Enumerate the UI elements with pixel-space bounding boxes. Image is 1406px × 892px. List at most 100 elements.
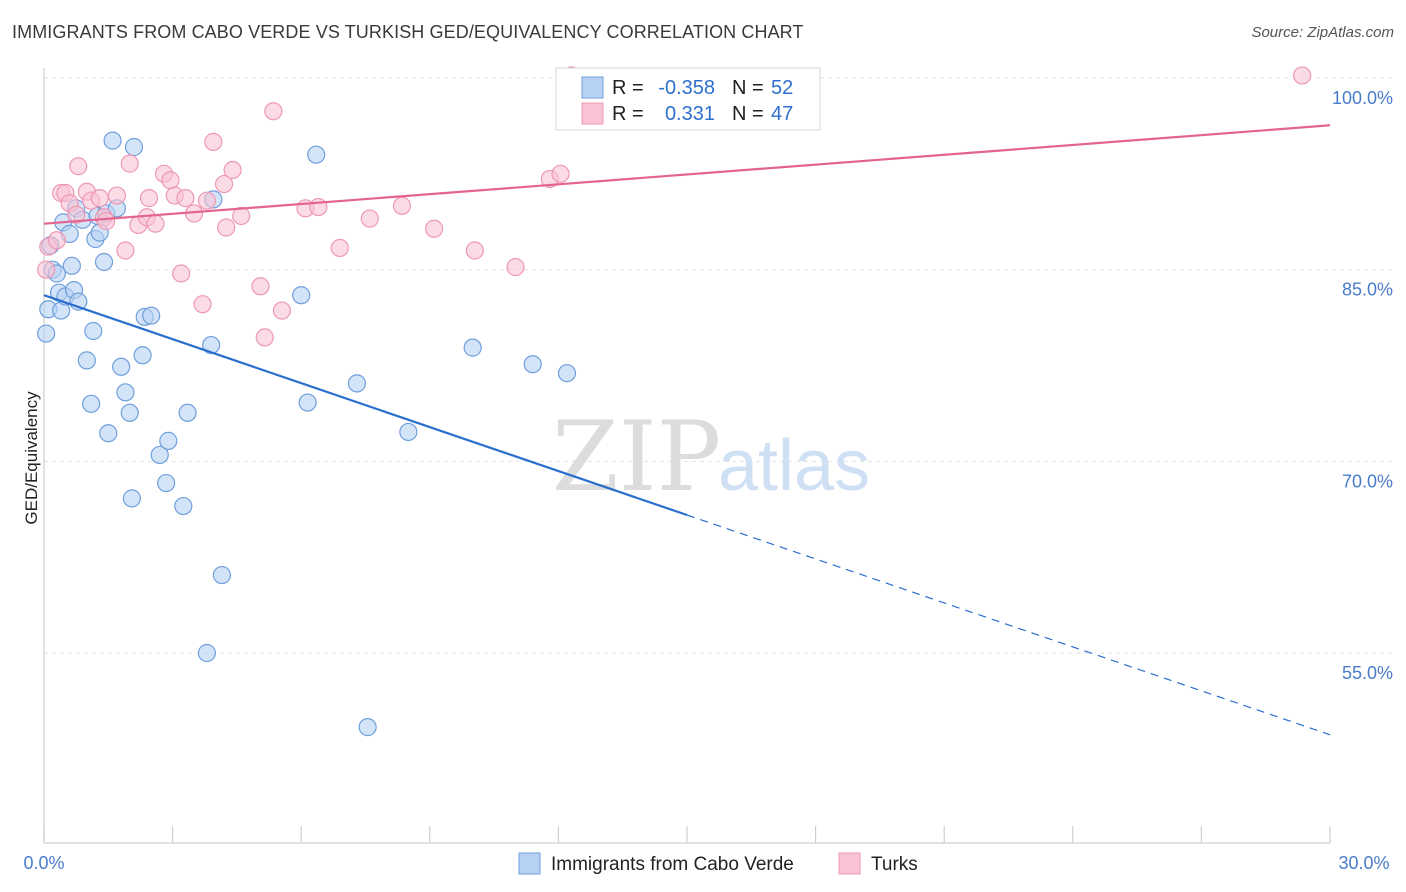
chart-title: IMMIGRANTS FROM CABO VERDE VS TURKISH GE… <box>12 22 804 42</box>
point-cabo-verde <box>358 718 377 737</box>
point-turks <box>217 218 236 237</box>
correlation-legend: R = -0.358 N = 52 R = 0.331 N = 47 <box>555 67 821 131</box>
y-tick-label: 70.0% <box>1342 471 1393 491</box>
point-turks <box>551 164 570 183</box>
point-turks <box>214 174 234 194</box>
legend-label-turks: Turks <box>871 854 918 875</box>
point-cabo-verde <box>178 403 197 422</box>
point-turks <box>172 264 191 283</box>
point-cabo-verde <box>174 496 193 516</box>
point-cabo-verde <box>298 393 317 412</box>
point-cabo-verde <box>157 473 176 493</box>
point-cabo-verde <box>84 321 103 341</box>
point-turks <box>272 301 292 320</box>
point-turks <box>193 295 212 314</box>
point-turks <box>264 102 283 121</box>
legend-r-value-1: -0.358 <box>658 77 715 99</box>
legend-n-label-1: N = <box>732 77 764 99</box>
trendline-cabo-verde-extrapolated <box>686 514 1331 736</box>
point-turks <box>90 189 109 208</box>
point-cabo-verde <box>142 306 161 325</box>
trend-lines <box>43 124 1331 736</box>
trendline-cabo-verde <box>43 294 688 517</box>
legend-swatch-cabo-verde <box>518 852 541 875</box>
point-turks <box>330 238 349 258</box>
watermark-zip: ZIP <box>552 401 721 513</box>
legend-n-value-1: 52 <box>771 77 793 99</box>
point-cabo-verde <box>307 145 326 164</box>
legend-n-label-2: N = <box>732 103 764 125</box>
legend-r-label-2: R = <box>612 103 644 125</box>
point-turks <box>37 260 56 279</box>
point-turks <box>107 186 126 205</box>
source-label: Source: ZipAtlas.com <box>1251 24 1394 41</box>
point-cabo-verde <box>150 445 169 465</box>
point-cabo-verde <box>116 383 135 402</box>
point-turks <box>47 231 66 250</box>
series-legend: Immigrants from Cabo Verde Turks <box>518 852 918 875</box>
point-turks <box>97 212 116 231</box>
point-turks <box>223 160 242 180</box>
point-cabo-verde <box>77 351 96 370</box>
point-turks <box>120 154 139 173</box>
point-cabo-verde <box>523 355 542 374</box>
x-axis-ticks <box>43 826 1331 843</box>
point-cabo-verde <box>120 403 139 422</box>
point-cabo-verde <box>197 643 216 663</box>
point-turks <box>465 241 484 260</box>
point-cabo-verde <box>94 252 114 272</box>
legend-r-label-1: R = <box>612 77 644 99</box>
point-turks <box>309 197 328 217</box>
x-tick-label-min: 0.0% <box>23 853 64 873</box>
point-cabo-verde <box>463 338 482 357</box>
point-cabo-verde <box>159 431 178 450</box>
point-turks <box>251 277 270 296</box>
point-cabo-verde <box>62 256 81 275</box>
legend-swatch-blue <box>581 76 604 99</box>
point-turks <box>139 189 159 208</box>
trendline-turks <box>43 124 1331 225</box>
point-turks <box>116 241 135 260</box>
point-turks <box>392 196 412 215</box>
y-tick-label: 85.0% <box>1342 280 1393 300</box>
point-turks <box>204 132 223 151</box>
series-cabo-verde-points <box>37 131 577 737</box>
y-tick-labels: 55.0% 70.0% 85.0% 100.0% <box>1332 88 1393 683</box>
point-cabo-verde <box>347 374 367 393</box>
legend-swatch-pink <box>581 102 604 125</box>
point-turks <box>424 219 444 238</box>
point-turks <box>255 328 274 347</box>
point-cabo-verde <box>124 137 144 157</box>
y-axis-label: GED/Equivalency <box>22 391 41 525</box>
point-turks <box>176 189 195 208</box>
point-cabo-verde <box>122 489 141 508</box>
point-cabo-verde <box>112 357 131 376</box>
point-cabo-verde <box>399 422 418 442</box>
point-cabo-verde <box>82 394 101 413</box>
point-turks <box>197 191 216 210</box>
point-turks <box>146 214 165 233</box>
watermark-atlas: atlas <box>718 426 870 506</box>
legend-label-cabo-verde: Immigrants from Cabo Verde <box>551 854 794 875</box>
point-turks <box>1293 66 1312 85</box>
y-tick-label: 55.0% <box>1342 663 1393 683</box>
legend-swatch-turks <box>838 852 861 875</box>
point-cabo-verde <box>103 131 122 150</box>
point-turks <box>67 205 86 224</box>
point-cabo-verde <box>99 424 118 443</box>
point-turks <box>360 209 379 228</box>
point-cabo-verde <box>133 346 152 365</box>
point-cabo-verde <box>557 364 577 383</box>
point-cabo-verde <box>37 324 56 343</box>
point-turks <box>506 258 525 277</box>
y-tick-label: 100.0% <box>1332 88 1393 108</box>
point-cabo-verde <box>292 286 311 305</box>
point-cabo-verde <box>202 335 221 355</box>
point-turks <box>161 171 180 190</box>
point-cabo-verde <box>212 565 231 585</box>
point-turks <box>69 157 88 176</box>
legend-n-value-2: 47 <box>771 103 793 125</box>
x-tick-label-max: 30.0% <box>1338 853 1389 873</box>
legend-r-value-2: 0.331 <box>665 103 715 125</box>
